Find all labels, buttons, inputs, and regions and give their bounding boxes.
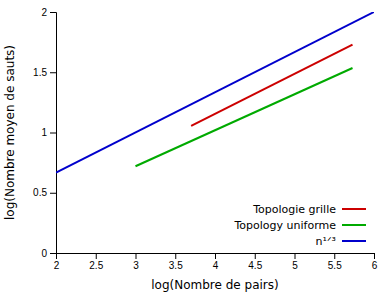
x-tick: 5.5: [328, 253, 342, 271]
x-tick-mark: [215, 253, 216, 259]
series-line: [56, 12, 374, 173]
x-tick-label: 5.5: [328, 260, 342, 271]
x-tick: 5: [292, 253, 298, 271]
y-tick-mark: [50, 253, 56, 254]
legend-item: Topologie grille: [252, 203, 366, 216]
legend-swatch: [342, 208, 366, 210]
x-tick-mark: [295, 253, 296, 259]
y-tick: 0.5: [33, 187, 56, 198]
x-tick-label: 5: [292, 260, 298, 271]
legend-item: Topology uniforme: [234, 219, 366, 232]
legend-label: Topology uniforme: [234, 219, 337, 232]
y-tick: 2: [41, 7, 56, 18]
y-tick-mark: [50, 72, 56, 73]
y-tick: 1.5: [33, 67, 56, 78]
y-tick-mark: [50, 193, 56, 194]
y-axis-title: log(Nombre moyen de sauts): [3, 45, 17, 220]
x-axis-title: log(Nombre de pairs): [151, 278, 278, 292]
lines: [56, 12, 374, 173]
legend-label: Topologie grille: [252, 203, 336, 216]
x-tick: 3: [133, 253, 139, 271]
x-tick-label: 2.5: [89, 260, 103, 271]
plot: 2 2.5 3 3.5 4 4.5 5 5.5 6 0 0.5 1 1.5 2 Topologie gril…: [33, 7, 378, 271]
x-tick: 4: [213, 253, 219, 271]
y-axis-line: [50, 13, 57, 254]
x-tick: 2: [54, 253, 60, 271]
chart: 2 2.5 3 3.5 4 4.5 5 5.5 6 0 0.5 1 1.5 2 Topologie gril…: [0, 0, 390, 295]
x-tick: 6: [372, 253, 378, 271]
y-tick-mark: [50, 133, 56, 134]
legend-swatch: [342, 240, 366, 242]
x-tick-label: 4.5: [248, 260, 262, 271]
y-tick-mark: [50, 12, 56, 13]
x-tick-label: 6: [372, 260, 378, 271]
y-tick-label: 1: [41, 127, 47, 138]
x-tick-label: 3: [133, 260, 139, 271]
x-tick-mark: [374, 253, 375, 259]
legend-item: n¹ᐟ³: [316, 235, 366, 248]
y-tick: 1: [41, 127, 56, 138]
x-tick-label: 4: [213, 260, 219, 271]
y-tick-label: 2: [41, 7, 47, 18]
y-tick: 0: [41, 248, 56, 259]
x-tick: 3.5: [169, 253, 183, 271]
y-tick-label: 0.5: [33, 187, 47, 198]
x-tick: 2.5: [89, 253, 103, 271]
x-axis: 2 2.5 3 3.5 4 4.5 5 5.5 6: [54, 253, 378, 271]
y-tick-label: 0: [41, 248, 47, 259]
x-tick: 4.5: [248, 253, 262, 271]
y-tick-label: 1.5: [33, 67, 47, 78]
x-tick-label: 2: [54, 260, 60, 271]
x-tick-mark: [136, 253, 137, 259]
series-line: [191, 45, 352, 126]
legend-swatch: [342, 224, 366, 226]
x-tick-mark: [255, 253, 256, 259]
legend-label: n¹ᐟ³: [316, 235, 336, 248]
x-tick-mark: [334, 253, 335, 259]
x-axis-line: [57, 254, 375, 260]
x-tick-label: 3.5: [169, 260, 183, 271]
legend: Topologie grille Topology uniforme n¹ᐟ³: [234, 203, 366, 248]
y-axis: 0 0.5 1 1.5 2: [33, 7, 56, 259]
x-tick-mark: [96, 253, 97, 259]
x-tick-mark: [175, 253, 176, 259]
